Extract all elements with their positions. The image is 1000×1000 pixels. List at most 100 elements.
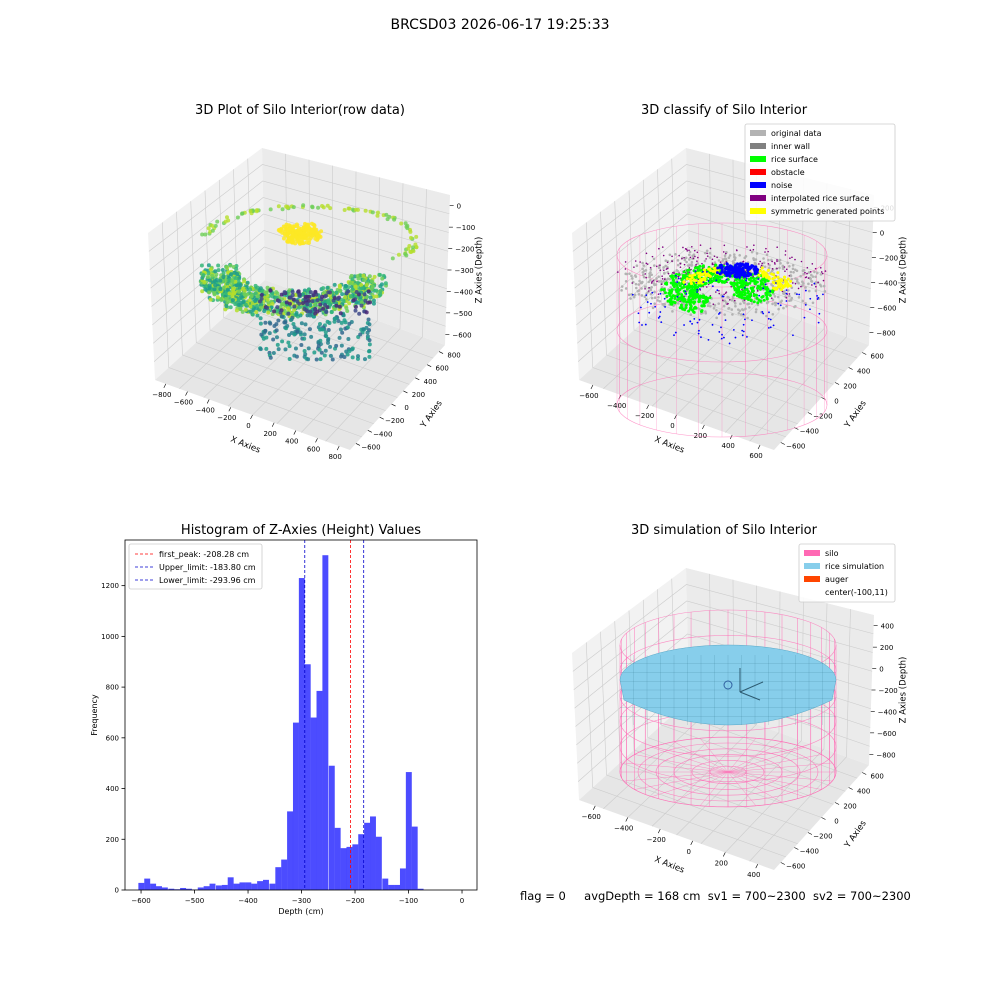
c1-point [275,305,280,310]
c2-point-interpolated [695,263,697,266]
c2-point-noise [650,302,652,305]
c2-point-original [684,256,688,260]
c2-point-original [782,306,785,310]
c2-point-noise [646,301,649,303]
c4-ytick [807,832,813,835]
c1-point [312,223,317,228]
c2-point-original [791,264,795,267]
c4-ytick-label: 600 [871,773,884,781]
c2-point-interpolated [784,250,787,252]
c2-point-original [797,296,801,299]
c2-point-noise [745,277,748,280]
c1-point [324,310,329,315]
c4-ytick-label: −400 [800,848,819,856]
c1-point [321,286,326,291]
c2-point-rice [734,287,738,291]
c3-bar [388,884,395,890]
c1-point [287,301,292,306]
c3-bar [298,578,305,890]
c1-point [212,279,217,284]
c1-point [266,310,271,315]
c2-point-noise [716,289,719,292]
c2-point-original [649,288,653,292]
c3-xtick-label: −600 [131,897,150,905]
c1-xtick-label: −200 [217,414,236,422]
c2-point-interpolated [725,252,727,255]
c4-legend-swatch [804,550,820,556]
c2-point-noise [754,271,758,275]
c1-point [221,274,226,279]
c1-point [364,283,369,288]
footer-sv1: sv1 = 700~2300 [707,889,806,903]
c2-point-interpolated [644,287,646,290]
c1-point [311,314,316,319]
c2-point-original [799,274,802,278]
c2-point-rice [677,281,681,285]
c3-bar [364,822,371,890]
c2-point-rice [674,275,678,279]
c1-point [399,221,404,226]
c2-point-original [811,275,815,278]
c2-point-noise [743,265,747,269]
c2-point-symmetric [692,278,696,282]
c1-ytick-label: 200 [412,391,425,399]
c2-point-original [662,279,666,283]
c2-point-interpolated [800,260,803,263]
c1-point [268,355,273,360]
c2-xtick-label: 200 [694,432,707,440]
c4-grid-y [600,631,798,845]
c4-silo-floor-spoke [727,762,833,773]
c2-point-original [643,295,647,299]
c2-point-noise [751,319,753,322]
c2-point-original [814,289,818,293]
c4-ylabel: Y Axies [842,818,869,850]
c2-point-original [691,254,695,258]
c1-point [301,203,306,208]
c2-point-interpolated [764,251,766,253]
c3-bar [417,888,424,890]
c3-xtick-label: −400 [238,897,257,905]
c2-point-interpolated [688,267,691,269]
c1-point [276,204,281,209]
c2-point-original [637,283,641,286]
c3-xtick-label: −300 [292,897,311,905]
c2-point-rice [662,288,666,292]
c2-point-original [717,302,721,305]
c1-ytick [427,364,432,367]
c4-xtick-label: 0 [687,848,691,856]
c1-point [250,312,255,317]
c2-xtick-label: 0 [670,422,674,430]
c1-ytick [415,377,420,381]
c2-point-interpolated [805,276,808,278]
c2-point-rice [765,296,769,300]
c3-bar [375,836,382,890]
chart2-classify3d: −600−400−2000200400600−600−400−200020040… [572,123,909,460]
c2-point-interpolated [767,262,770,265]
c2-point-rice [743,288,747,292]
c1-point [406,246,411,251]
c2-grid-x [603,153,712,389]
c4-silo-floor-spoke [727,771,757,806]
c2-point-interpolated [648,286,650,289]
c1-zlabel: Z Axies (Depth) [475,237,485,304]
c2-point-rice [740,280,744,284]
c3-bar [197,887,204,890]
c2-point-original [810,280,814,283]
c2-point-interpolated [711,263,714,266]
c2-point-original [653,290,656,294]
c1-point [368,295,373,300]
c1-point [254,310,259,315]
c2-point-original [801,299,805,303]
c2-point-rice [690,285,694,289]
c2-point-original [804,286,807,289]
c2-point-interpolated [645,276,647,279]
c4-legend [798,543,896,603]
c2-point-noise [768,311,770,314]
c1-pane-floor [155,280,445,450]
c2-point-original [703,259,707,263]
c2-point-interpolated [761,262,763,265]
c2-grid-x [749,189,851,442]
c2-point-original [630,274,633,278]
c2-point-noise [761,311,764,313]
c2-point-rice [749,279,753,283]
